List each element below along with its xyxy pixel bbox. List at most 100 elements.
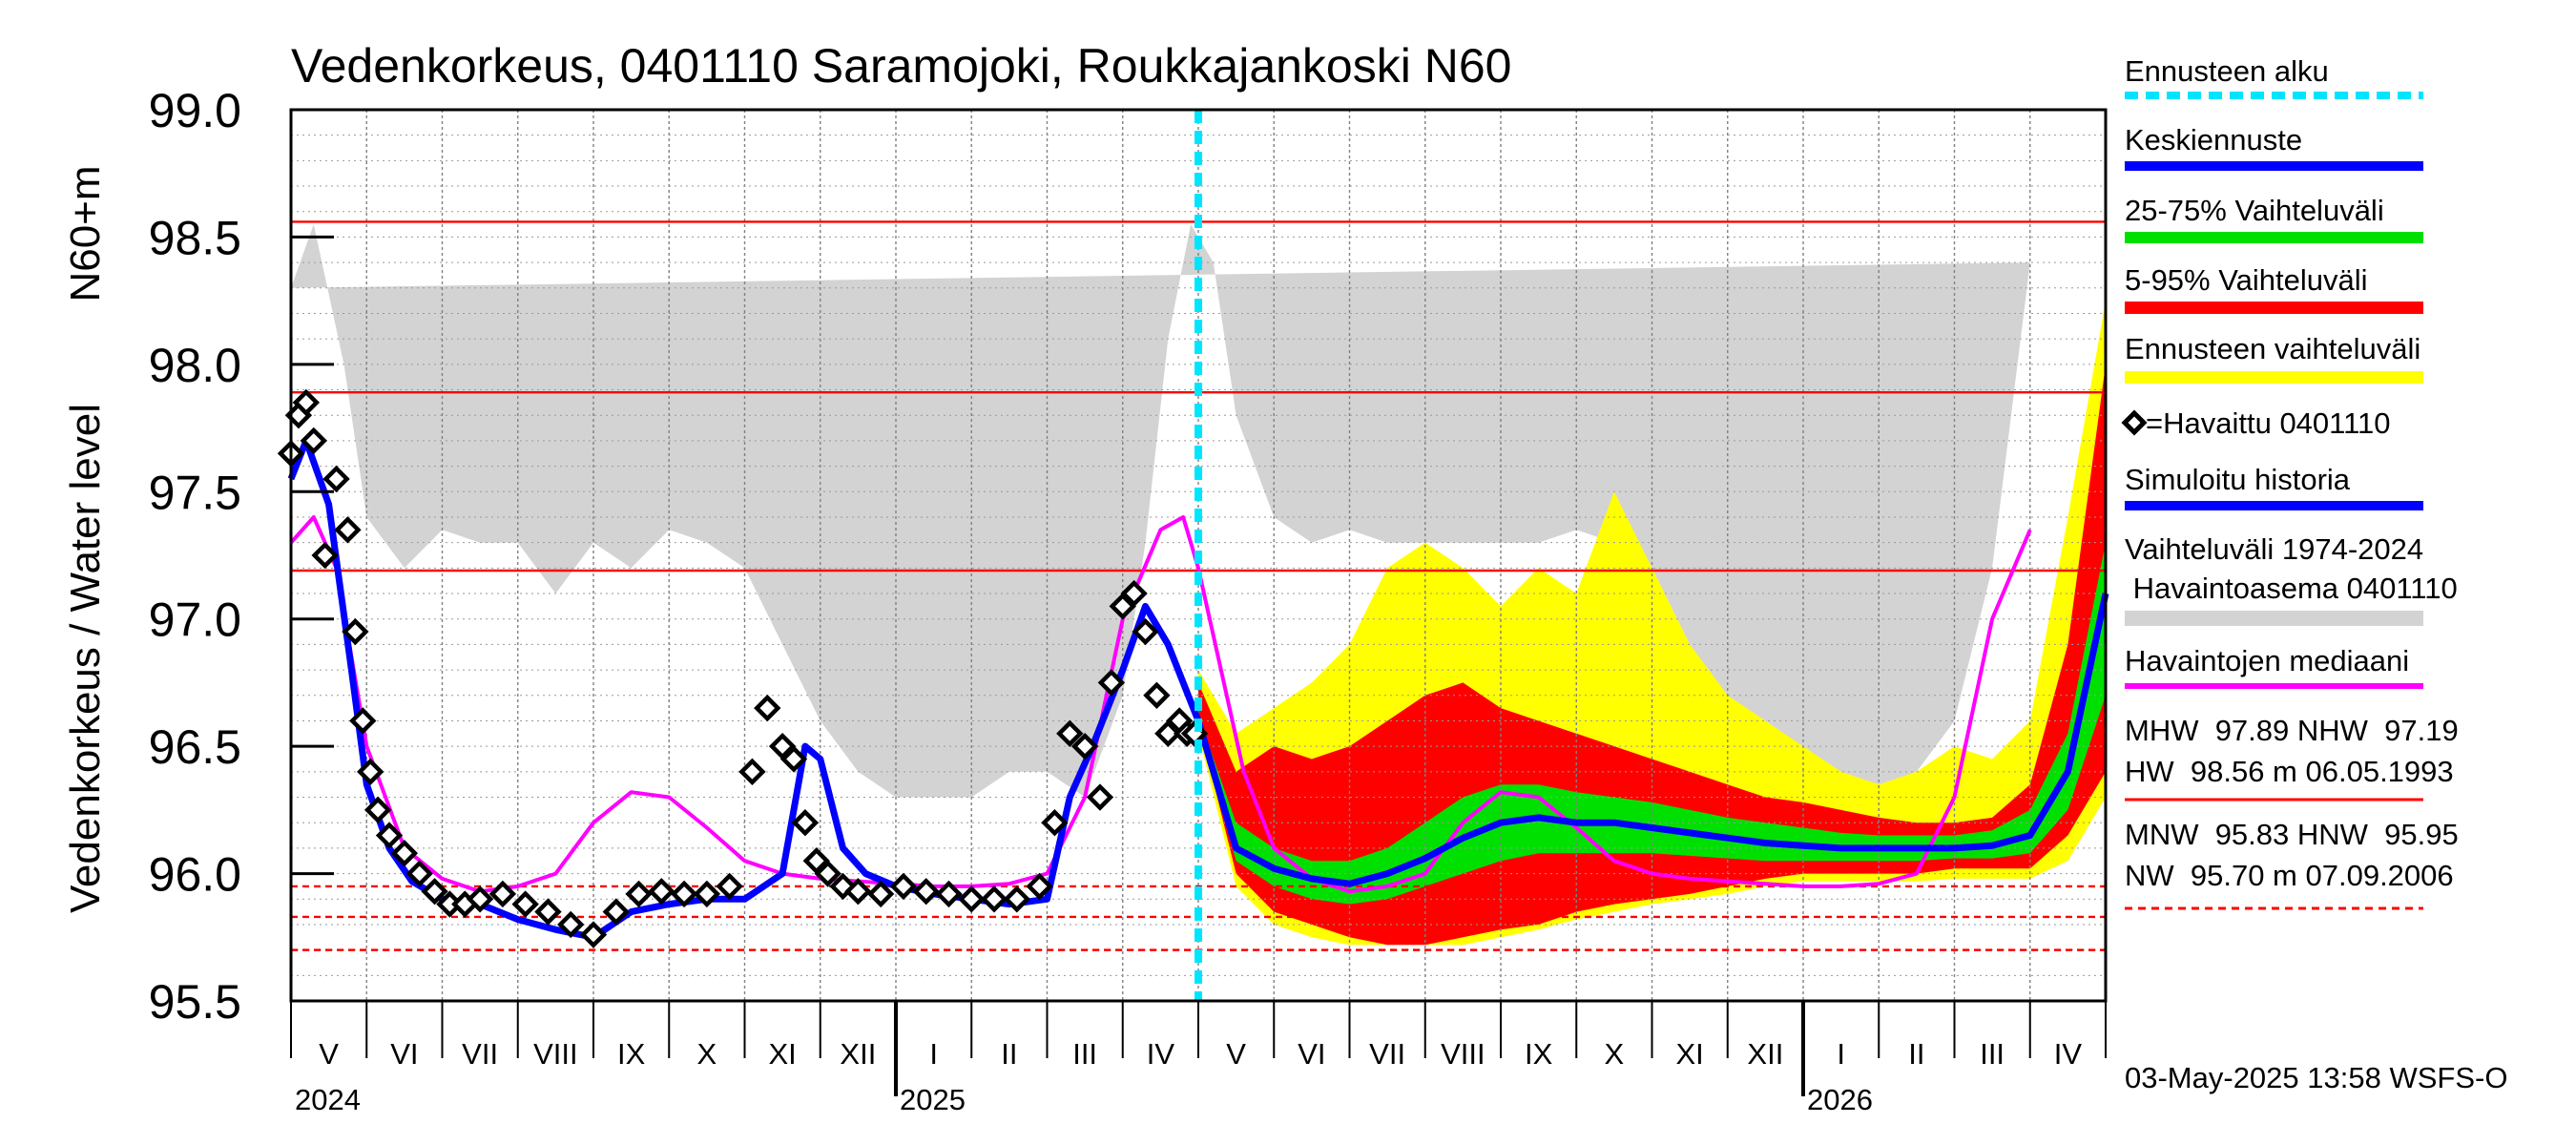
observed-point xyxy=(912,878,940,906)
x-year-label: 2024 xyxy=(295,1083,361,1116)
x-month-label: III xyxy=(1072,1037,1097,1071)
x-month-label: VIII xyxy=(533,1037,578,1071)
observed-point xyxy=(390,840,419,867)
observed-point xyxy=(1132,617,1159,646)
x-month-label: II xyxy=(1001,1037,1017,1071)
x-month-label: VI xyxy=(1298,1037,1325,1071)
observed-point xyxy=(716,872,743,901)
x-month-label: VIII xyxy=(1441,1037,1485,1071)
y-tick-label: 97.5 xyxy=(149,466,241,519)
observed-point xyxy=(322,465,350,493)
observed-point xyxy=(866,880,895,908)
x-month-label: I xyxy=(929,1037,938,1071)
y-tick-label: 98.5 xyxy=(149,211,241,264)
legend-stats-line-3: MNW 95.83 HNW 95.95 xyxy=(2125,818,2459,851)
x-month-label: I xyxy=(1837,1037,1845,1071)
observed-point xyxy=(693,880,721,908)
observed-point xyxy=(1109,593,1136,620)
observed-point xyxy=(534,898,562,926)
legend-forecast-range-label: Ennusteen vaihteluväli xyxy=(2125,332,2420,365)
observed-point xyxy=(1086,783,1114,811)
observed-point xyxy=(754,694,781,722)
legend-stats-line-1: MHW 97.89 NHW 97.19 xyxy=(2125,714,2459,747)
x-month-label: V xyxy=(319,1037,339,1071)
observed-point xyxy=(648,878,675,906)
range-5-95-band xyxy=(1198,364,2106,946)
x-month-label: VI xyxy=(390,1037,418,1071)
observed-point xyxy=(738,758,766,786)
observed-point xyxy=(557,910,585,939)
x-month-label: III xyxy=(1980,1037,2005,1071)
y-tick-label: 99.0 xyxy=(149,84,241,137)
x-month-label: XI xyxy=(1675,1037,1703,1071)
legend-mean-forecast-swatch xyxy=(2125,161,2423,171)
x-month-label: II xyxy=(1908,1037,1924,1071)
observed-point xyxy=(357,758,384,786)
observed-point xyxy=(802,847,830,875)
observed-point xyxy=(791,809,820,837)
observed-point xyxy=(1056,719,1084,747)
x-month-label: IV xyxy=(2054,1037,2083,1071)
legend-median-swatch xyxy=(2125,683,2423,689)
y-tick-label: 97.0 xyxy=(149,593,241,647)
legend-range-5-95-label: 5-95% Vaihteluväli xyxy=(2125,263,2367,297)
mean-forecast-line xyxy=(1195,593,2109,887)
legend-mean-forecast-label: Keskiennuste xyxy=(2125,123,2302,156)
observed-point xyxy=(579,921,608,948)
x-month-label: XII xyxy=(840,1037,876,1071)
observed-point xyxy=(625,880,653,908)
observed-point xyxy=(814,860,841,887)
observed-point xyxy=(602,898,630,926)
observed-point xyxy=(1070,732,1099,760)
footer-timestamp: 03-May-2025 13:58 WSFS-O xyxy=(2125,1061,2507,1094)
observed-point xyxy=(1180,719,1209,747)
legend-hist-range-swatch xyxy=(2125,611,2423,626)
median-line xyxy=(289,515,2032,894)
legend-simulated-label: Simuloitu historia xyxy=(2125,463,2351,496)
observed-point xyxy=(768,732,797,760)
historical-range-band xyxy=(291,224,2030,798)
legend-observed-marker xyxy=(2121,409,2148,436)
y-tick-label: 95.5 xyxy=(149,975,241,1029)
observed-point xyxy=(375,822,404,849)
y-axis-label: Vedenkorkeus / Water level xyxy=(62,404,109,913)
observed-point xyxy=(300,427,327,455)
axes: 95.596.096.597.097.598.098.599.0V VI VII VI… xyxy=(149,84,2108,1116)
x-month-label: IX xyxy=(617,1037,646,1071)
observed-point xyxy=(466,885,494,913)
observed-point xyxy=(1041,809,1069,837)
legend-hist-range-label-2: Havaintoasema 0401110 xyxy=(2125,572,2458,605)
legend-hist-range-label-1: Vaihteluväli 1974-2024 xyxy=(2125,532,2423,566)
legend-stats-line-4: NW 95.70 m 07.09.2006 xyxy=(2125,859,2454,892)
observed-point xyxy=(511,890,539,918)
x-month-label: XII xyxy=(1747,1037,1783,1071)
legend-stats-line-2: HW 98.56 m 06.05.1993 xyxy=(2125,755,2454,788)
observed-point xyxy=(1143,681,1171,709)
y-tick-label: 96.0 xyxy=(149,848,241,902)
legend-median-label: Havaintojen mediaani xyxy=(2125,644,2409,677)
x-month-label: IV xyxy=(1147,1037,1175,1071)
y-axis-unit: N60+m xyxy=(62,165,109,302)
legend-range-25-75-label: 25-75% Vaihteluväli xyxy=(2125,194,2384,227)
y-tick-label: 98.0 xyxy=(149,339,241,392)
observed-point xyxy=(935,880,963,908)
legend-forecast-range-swatch xyxy=(2125,371,2423,384)
x-month-label: X xyxy=(1605,1037,1625,1071)
x-month-label: XI xyxy=(768,1037,796,1071)
x-month-label: V xyxy=(1226,1037,1246,1071)
observed-point xyxy=(405,860,433,887)
legend-observed-label: =Havaittu 0401110 xyxy=(2146,406,2391,440)
y-tick-label: 96.5 xyxy=(149,720,241,774)
observed-point xyxy=(311,541,339,570)
x-year-label: 2025 xyxy=(900,1083,966,1116)
x-month-label: IX xyxy=(1525,1037,1553,1071)
observed-point xyxy=(779,745,808,773)
observed-point xyxy=(342,617,369,646)
x-month-label: X xyxy=(697,1037,717,1071)
observed-point xyxy=(292,388,321,417)
legend-range-25-75-swatch xyxy=(2125,232,2423,243)
legend-range-5-95-swatch xyxy=(2125,302,2423,314)
observed-point xyxy=(421,878,448,906)
observed-point xyxy=(1097,669,1126,697)
